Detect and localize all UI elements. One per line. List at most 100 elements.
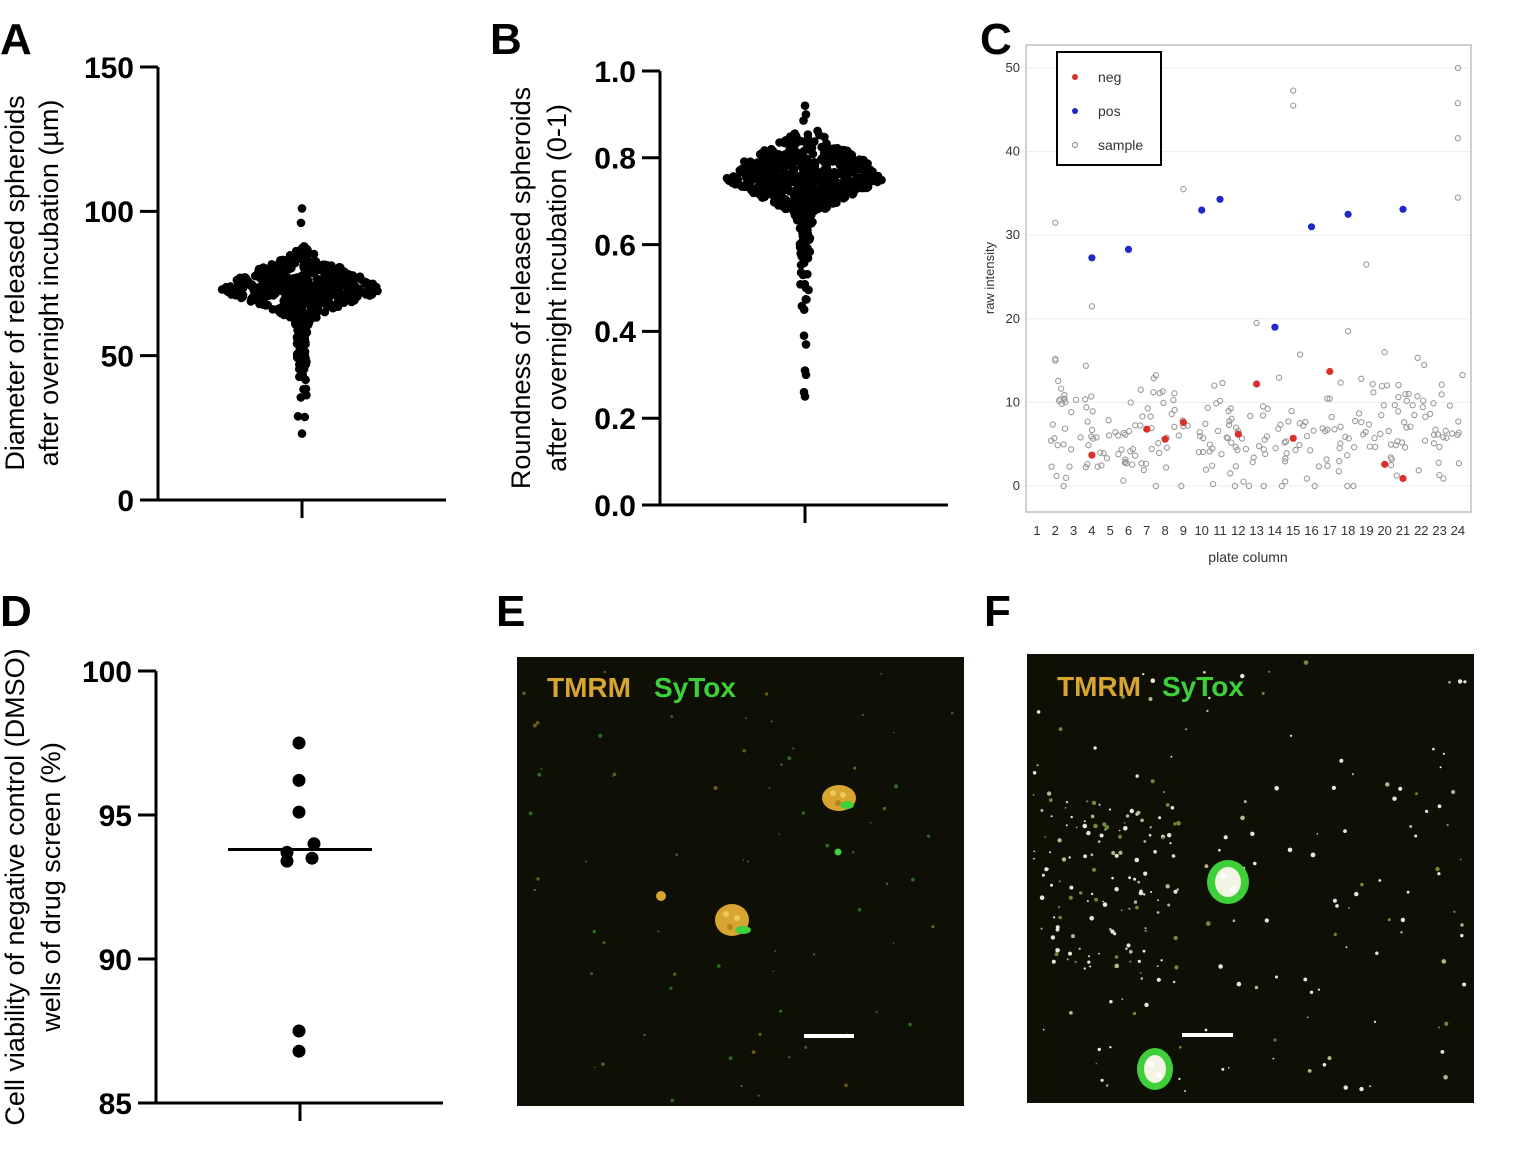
- speck: [1097, 840, 1101, 843]
- speck: [1142, 949, 1146, 953]
- c-point-sample: [1053, 472, 1060, 480]
- c-point-sample: [1401, 419, 1408, 426]
- c-point-sample: [1380, 402, 1388, 409]
- c-point-sample: [1245, 482, 1253, 490]
- c-point-sample: [1336, 458, 1343, 465]
- c-point-sample: [1120, 429, 1127, 437]
- c-point-pos: [1399, 205, 1407, 213]
- speck: [1065, 801, 1069, 804]
- stain-label-f-sytox: SyTox: [1162, 671, 1244, 702]
- c-point-sample: [1387, 462, 1395, 469]
- speck: [1149, 826, 1152, 829]
- speck: [1032, 793, 1035, 796]
- speck: [1156, 965, 1159, 968]
- a-point: [320, 271, 330, 281]
- c-point-sample: [1438, 381, 1445, 388]
- c-point-sample: [1422, 413, 1429, 420]
- legend-marker-neg: [1072, 74, 1078, 80]
- speck: [1099, 833, 1104, 838]
- c-point-sample: [1401, 444, 1409, 451]
- b-point: [790, 165, 799, 174]
- panel-label-c: C: [980, 15, 1012, 64]
- speck: [1437, 1026, 1440, 1029]
- c-point-sample: [1147, 413, 1154, 420]
- b-point: [755, 150, 765, 159]
- c-point-sample: [1393, 472, 1400, 479]
- c-xtick-label: 11: [1213, 523, 1227, 538]
- c-point-sample: [1272, 445, 1279, 452]
- legend-c: neg pos sample: [1056, 51, 1162, 166]
- c-point-sample: [1344, 452, 1351, 459]
- c-point-sample: [1414, 393, 1421, 400]
- b-point: [808, 204, 817, 214]
- c-point-sample: [1232, 463, 1239, 470]
- c-point-sample: [1392, 442, 1399, 449]
- speck: [1178, 1045, 1182, 1049]
- speck: [1463, 680, 1467, 684]
- speck: [1106, 1084, 1109, 1087]
- b-ytick-label: 0.2: [594, 403, 636, 436]
- speck: [1128, 876, 1131, 880]
- speck: [1091, 867, 1097, 872]
- y-axis-title-a-line1: Diameter of released spheroids: [0, 95, 30, 470]
- c-point-sample: [1303, 433, 1311, 440]
- speck: [1178, 1077, 1181, 1080]
- a-point: [305, 293, 315, 303]
- c-point-sample: [1097, 449, 1104, 456]
- c-ytick-label: 20: [1006, 311, 1020, 326]
- b-point: [791, 131, 801, 141]
- speck: [1097, 1047, 1102, 1052]
- c-point-sample: [1395, 381, 1402, 389]
- speck: [1204, 1028, 1208, 1032]
- c-point-pos: [1124, 245, 1133, 253]
- speck: [1143, 893, 1146, 896]
- a-ytick-label: 50: [101, 340, 134, 373]
- a-point: [298, 354, 308, 363]
- speck: [801, 811, 806, 815]
- a-point: [321, 260, 330, 270]
- panel-d: D 85 90 95 100 Cell viability of negative c…: [0, 587, 443, 1126]
- b-point: [840, 184, 850, 194]
- c-point-sample: [1323, 456, 1330, 463]
- speck: [779, 1009, 783, 1013]
- c-point-sample: [1139, 413, 1146, 420]
- a-point: [293, 411, 303, 421]
- speck: [612, 772, 617, 777]
- c-point-sample: [1307, 447, 1314, 454]
- c-point-sample: [1282, 438, 1290, 445]
- c-point-sample: [1259, 403, 1267, 410]
- speck: [1309, 990, 1314, 994]
- b-point: [808, 149, 818, 159]
- c-point-pos: [1088, 254, 1096, 262]
- c-point-sample: [1152, 372, 1160, 379]
- legend-label-sample: sample: [1098, 137, 1143, 153]
- speck: [1118, 850, 1123, 855]
- a-point: [296, 218, 306, 228]
- speck: [1125, 947, 1128, 950]
- speck: [1409, 825, 1413, 828]
- speck: [1068, 951, 1072, 956]
- b-point: [813, 126, 822, 136]
- c-point-sample: [1219, 379, 1226, 387]
- speck: [1448, 681, 1451, 684]
- c-xtick-label: 15: [1286, 523, 1300, 538]
- a-point: [278, 309, 288, 318]
- b-point: [862, 183, 872, 193]
- b-point: [802, 233, 812, 242]
- y-axis-title-d-line2: wells of drug screen (%): [36, 742, 66, 1033]
- speck: [1440, 1050, 1445, 1054]
- speck: [1069, 885, 1074, 890]
- c-point-sample: [1371, 434, 1378, 442]
- c-xtick-label: 20: [1377, 523, 1391, 538]
- x-axis-title-c: plate column: [1208, 549, 1287, 565]
- c-point-sample: [1442, 427, 1449, 434]
- speck: [1044, 836, 1047, 838]
- c-point-sample: [1155, 440, 1162, 447]
- b-ytick-label: 0.6: [594, 229, 636, 262]
- speck: [1055, 925, 1060, 930]
- a-point: [325, 300, 335, 310]
- c-xtick-label: 5: [1107, 523, 1114, 538]
- c-point-sample: [1140, 466, 1147, 474]
- c-point-sample: [1088, 303, 1096, 310]
